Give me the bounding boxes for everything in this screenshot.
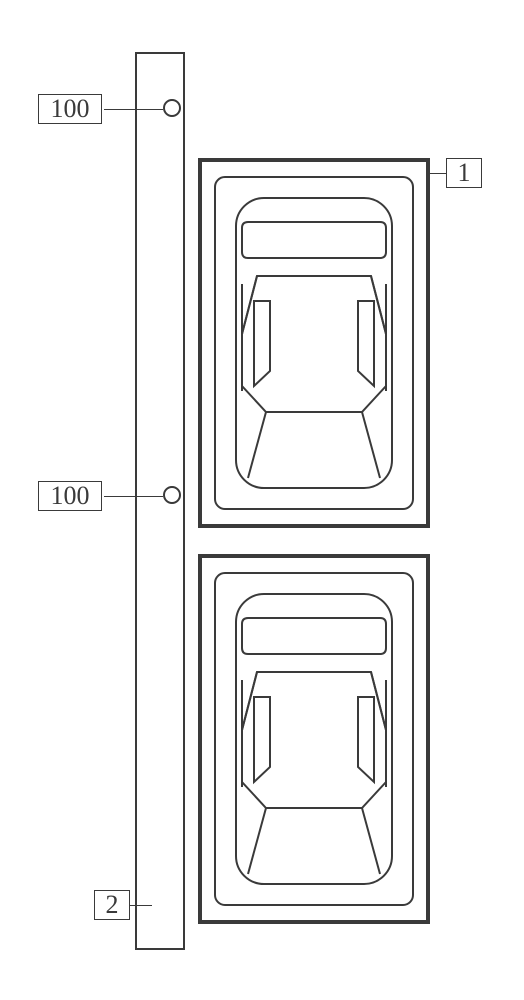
- label-slot-text: 1: [458, 160, 471, 186]
- sensor-dot-2: [163, 486, 181, 504]
- car-1: [214, 176, 414, 510]
- label-pole-text: 2: [106, 892, 119, 918]
- connector-pole: [130, 905, 152, 906]
- connector-sensor-1: [104, 109, 163, 110]
- label-slot: 1: [446, 158, 482, 188]
- label-sensor-2-text: 100: [51, 483, 90, 509]
- connector-slot: [426, 173, 446, 174]
- label-sensor-2: 100: [38, 481, 102, 511]
- car-2: [214, 572, 414, 906]
- label-sensor-1-text: 100: [51, 96, 90, 122]
- connector-sensor-2: [104, 496, 163, 497]
- sensor-dot-1: [163, 99, 181, 117]
- diagram-canvas: 100 100 1 2: [0, 0, 524, 1000]
- label-pole: 2: [94, 890, 130, 920]
- label-sensor-1: 100: [38, 94, 102, 124]
